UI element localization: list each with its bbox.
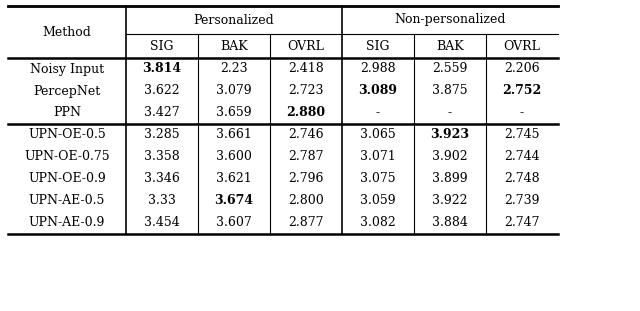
- Text: 3.922: 3.922: [432, 194, 468, 207]
- Text: 3.600: 3.600: [216, 151, 252, 164]
- Text: 2.745: 2.745: [504, 128, 540, 142]
- Text: 3.059: 3.059: [360, 194, 396, 207]
- Text: 3.454: 3.454: [144, 216, 180, 230]
- Text: UPN-AE-0.5: UPN-AE-0.5: [29, 194, 105, 207]
- Text: -: -: [520, 106, 524, 119]
- Text: 2.800: 2.800: [288, 194, 324, 207]
- Text: 3.065: 3.065: [360, 128, 396, 142]
- Text: 3.358: 3.358: [144, 151, 180, 164]
- Text: 3.899: 3.899: [432, 173, 468, 185]
- Text: PPN: PPN: [53, 106, 81, 119]
- Text: 3.285: 3.285: [144, 128, 180, 142]
- Text: 3.079: 3.079: [216, 85, 252, 98]
- Text: OVRL: OVRL: [287, 39, 324, 53]
- Text: OVRL: OVRL: [504, 39, 540, 53]
- Text: 3.902: 3.902: [432, 151, 468, 164]
- Text: 3.674: 3.674: [214, 194, 253, 207]
- Text: 2.752: 2.752: [502, 85, 541, 98]
- Text: 2.418: 2.418: [288, 63, 324, 76]
- Text: UPN-OE-0.9: UPN-OE-0.9: [28, 173, 106, 185]
- Text: 2.796: 2.796: [288, 173, 324, 185]
- Text: 3.621: 3.621: [216, 173, 252, 185]
- Text: 3.089: 3.089: [358, 85, 397, 98]
- Text: Method: Method: [43, 26, 92, 39]
- Text: Personalized: Personalized: [194, 13, 275, 26]
- Text: -: -: [448, 106, 452, 119]
- Text: BAK: BAK: [436, 39, 464, 53]
- Text: 2.744: 2.744: [504, 151, 540, 164]
- Text: 3.346: 3.346: [144, 173, 180, 185]
- Text: 2.877: 2.877: [288, 216, 324, 230]
- Text: SIG: SIG: [366, 39, 390, 53]
- Text: Noisy Input: Noisy Input: [30, 63, 104, 76]
- Text: 3.923: 3.923: [431, 128, 470, 142]
- Text: 2.559: 2.559: [432, 63, 468, 76]
- Text: 2.23: 2.23: [220, 63, 248, 76]
- Text: SIG: SIG: [150, 39, 173, 53]
- Text: 2.748: 2.748: [504, 173, 540, 185]
- Text: 3.427: 3.427: [144, 106, 180, 119]
- Text: PercepNet: PercepNet: [33, 85, 100, 98]
- Text: 3.814: 3.814: [143, 63, 182, 76]
- Text: UPN-OE-0.75: UPN-OE-0.75: [24, 151, 110, 164]
- Text: 2.206: 2.206: [504, 63, 540, 76]
- Text: 3.875: 3.875: [432, 85, 468, 98]
- Text: 2.988: 2.988: [360, 63, 396, 76]
- Text: 2.746: 2.746: [288, 128, 324, 142]
- Text: -: -: [376, 106, 380, 119]
- Text: Non-personalized: Non-personalized: [394, 13, 506, 26]
- Text: 2.787: 2.787: [288, 151, 324, 164]
- Text: 3.607: 3.607: [216, 216, 252, 230]
- Text: BAK: BAK: [220, 39, 248, 53]
- Text: 2.723: 2.723: [288, 85, 324, 98]
- Text: 2.747: 2.747: [504, 216, 540, 230]
- Text: 3.33: 3.33: [148, 194, 176, 207]
- Text: 3.082: 3.082: [360, 216, 396, 230]
- Text: 2.739: 2.739: [504, 194, 540, 207]
- Text: UPN-AE-0.9: UPN-AE-0.9: [29, 216, 105, 230]
- Text: UPN-OE-0.5: UPN-OE-0.5: [28, 128, 106, 142]
- Text: 2.880: 2.880: [287, 106, 326, 119]
- Text: 3.075: 3.075: [360, 173, 396, 185]
- Text: 3.071: 3.071: [360, 151, 396, 164]
- Text: 3.659: 3.659: [216, 106, 252, 119]
- Text: 3.661: 3.661: [216, 128, 252, 142]
- Text: 3.884: 3.884: [432, 216, 468, 230]
- Text: 3.622: 3.622: [144, 85, 180, 98]
